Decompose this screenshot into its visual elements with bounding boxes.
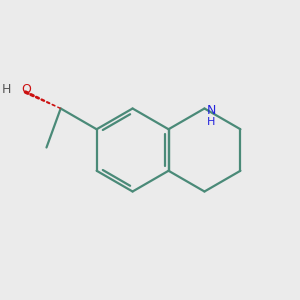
Text: O: O bbox=[21, 83, 31, 96]
Text: N: N bbox=[206, 104, 216, 117]
Text: H: H bbox=[206, 117, 215, 127]
Text: H: H bbox=[2, 83, 11, 96]
